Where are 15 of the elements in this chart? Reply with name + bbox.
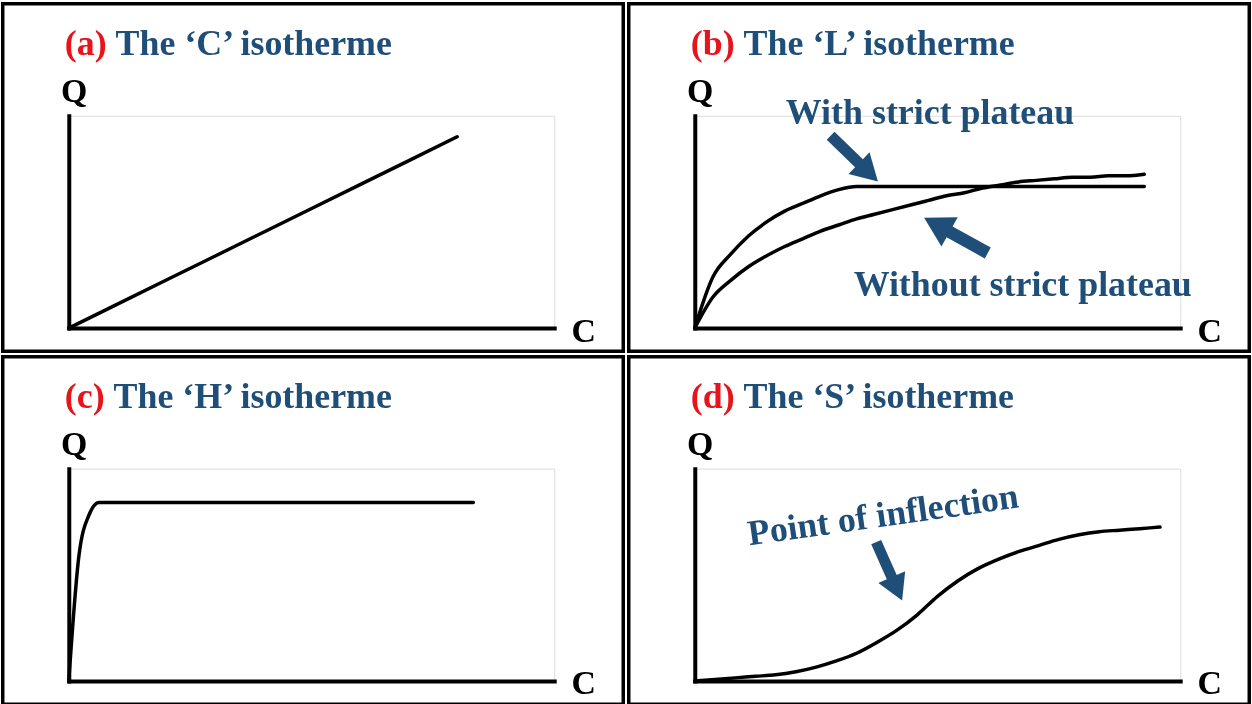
annotation: Point of inflection <box>745 475 1022 554</box>
x-axis-title: C <box>571 664 596 702</box>
y-axis-title: Q <box>61 72 88 110</box>
x-axis-title: C <box>1197 664 1222 702</box>
y-axis-title: Q <box>687 425 714 463</box>
series-label: With strict plateau <box>785 91 1075 132</box>
series-label: Without strict plateau <box>853 264 1192 305</box>
x-axis-title: C <box>571 311 596 349</box>
chart-title: (a) The ‘C’ isotherme <box>64 22 392 63</box>
y-axis-title: Q <box>61 425 88 463</box>
x-axis-title: C <box>1197 311 1222 349</box>
y-axis-title: Q <box>687 72 714 110</box>
chart-title: (d) The ‘S’ isotherme <box>690 375 1014 416</box>
chart-title: (b) The ‘L’ isotherme <box>690 22 1015 63</box>
chart-title: (c) The ‘H’ isotherme <box>64 375 392 416</box>
